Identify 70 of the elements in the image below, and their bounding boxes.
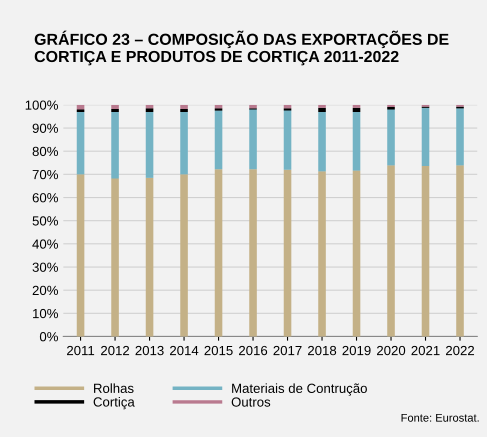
x-tick-label: 2019	[342, 346, 371, 356]
bar	[180, 112, 188, 174]
bar	[387, 110, 395, 166]
y-tick-label: 100%	[26, 100, 58, 110]
bar	[111, 104, 119, 110]
y-tick-label: 0%	[40, 332, 58, 342]
bar	[111, 109, 119, 112]
bar	[422, 108, 430, 166]
bar	[318, 104, 326, 108]
bar	[456, 108, 464, 166]
bar	[318, 112, 326, 172]
chart-title: GRÁFICO 23 – COMPOSIÇÃO DAS EXPORTAÇÕES DE CORTIÇA E PRODUTOS DE CORTIÇA 2011-2022	[34, 30, 449, 66]
bar	[214, 104, 222, 108]
y-tick-label: 10%	[33, 308, 58, 318]
bar	[318, 171, 326, 336]
legend-label: Cortiça	[94, 396, 135, 410]
bar	[146, 108, 154, 112]
x-tick-label: 2015	[204, 346, 233, 356]
bar	[352, 112, 360, 171]
x-tick-label: 2020	[377, 346, 406, 356]
source-note: Fonte: Eurostat.	[402, 414, 479, 422]
bar	[352, 170, 360, 336]
x-tick-label: 2014	[170, 346, 198, 356]
bar	[76, 104, 84, 110]
bar	[284, 104, 292, 108]
bar	[214, 169, 222, 336]
x-tick-label: 2011	[67, 346, 94, 356]
bar	[422, 166, 430, 336]
bar	[352, 108, 360, 112]
y-tick-label: 50%	[32, 216, 58, 226]
bar	[249, 169, 257, 336]
bar	[352, 104, 360, 108]
x-tick-label: 2018	[308, 346, 336, 356]
x-tick-label: 2013	[136, 346, 164, 356]
bar	[146, 104, 154, 108]
legend-label: Materiais de Contrução	[232, 383, 367, 396]
bar	[111, 178, 119, 336]
bar	[249, 110, 257, 170]
bar	[76, 110, 84, 112]
bar	[146, 178, 154, 336]
bar	[387, 165, 395, 336]
bar	[214, 110, 222, 170]
bar	[214, 108, 222, 111]
bar	[111, 112, 119, 179]
bar	[76, 174, 84, 336]
y-tick-label: 90%	[32, 124, 58, 133]
x-tick-label: 2021	[412, 346, 440, 356]
bar	[387, 106, 395, 110]
x-tick-label: 2016	[239, 346, 268, 356]
y-tick-label: 40%	[32, 239, 58, 249]
bar	[146, 112, 154, 178]
legend-label: Outros	[232, 397, 270, 407]
y-tick-label: 30%	[32, 262, 58, 272]
bar	[318, 108, 326, 112]
bar	[456, 165, 464, 336]
bar	[180, 174, 188, 336]
x-tick-label: 2012	[101, 346, 130, 356]
x-tick-label: 2017	[274, 346, 302, 356]
bar	[180, 104, 188, 110]
y-tick-label: 60%	[32, 193, 58, 202]
bar	[180, 109, 188, 112]
bar	[284, 170, 292, 336]
y-tick-label: 70%	[32, 170, 58, 180]
x-tick-label: 2022	[446, 346, 474, 356]
legend-label: Rolhas	[94, 383, 134, 394]
bar	[76, 112, 84, 174]
bar	[249, 104, 257, 108]
y-tick-label: 20%	[32, 286, 58, 296]
y-tick-label: 80%	[32, 146, 58, 156]
bar	[284, 110, 292, 170]
